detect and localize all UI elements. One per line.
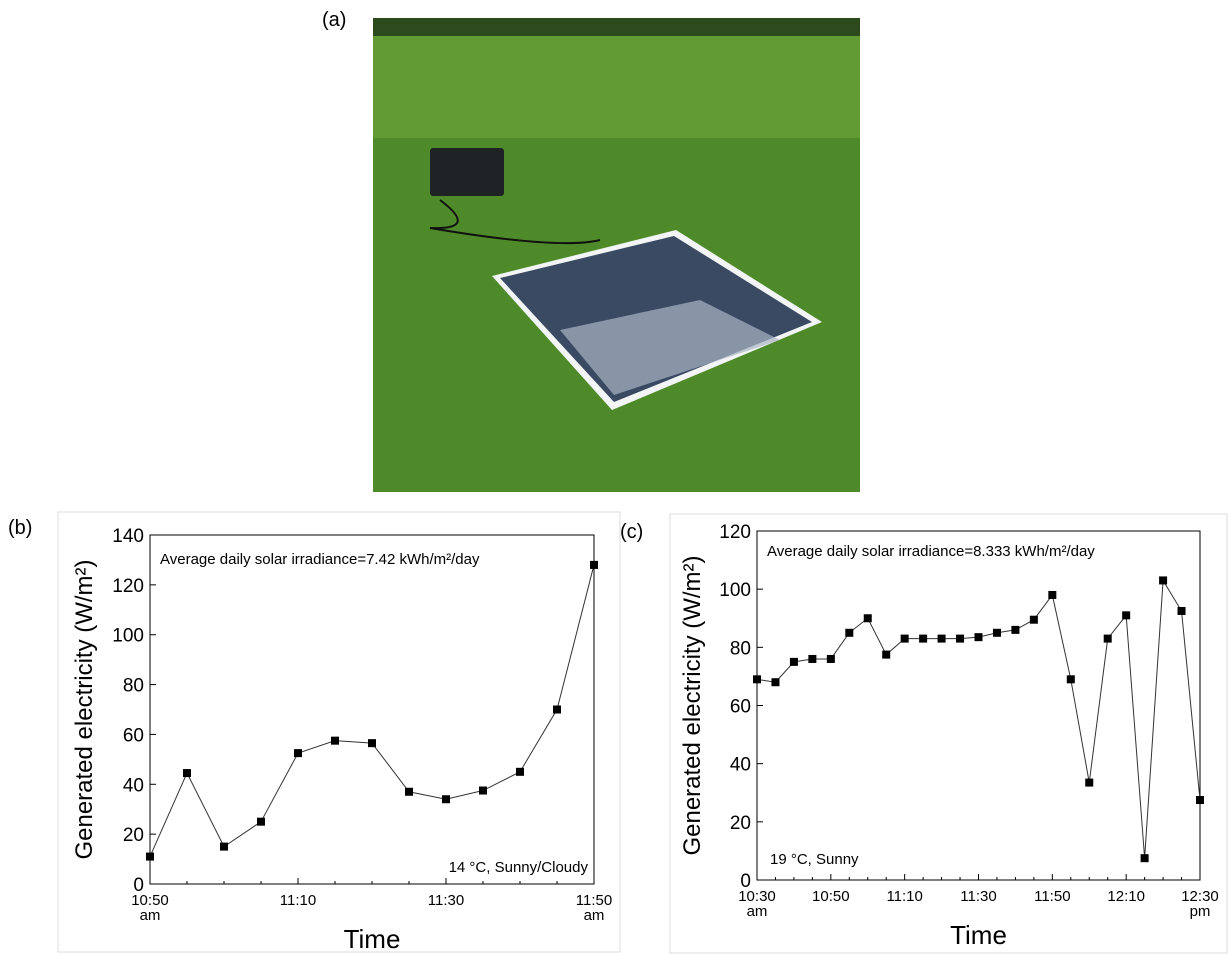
- data-point: [992, 628, 1001, 637]
- y-tick-label: 100: [112, 626, 144, 647]
- photo: [373, 18, 860, 492]
- data-point: [900, 634, 909, 643]
- y-tick-label: 60: [123, 725, 144, 746]
- data-point: [789, 657, 798, 666]
- x-tick-label: 10:30 am: [738, 888, 776, 920]
- data-point: [863, 614, 872, 623]
- data-point: [1066, 675, 1075, 684]
- x-tick-label: 11:30: [960, 888, 996, 905]
- annotation: 14 °C, Sunny/Cloudy: [449, 859, 589, 876]
- data-point: [146, 852, 154, 861]
- data-point: [1103, 634, 1112, 643]
- annotation: 19 °C, Sunny: [770, 851, 859, 868]
- data-point: [553, 705, 561, 714]
- y-tick-label: 120: [719, 522, 751, 543]
- y-tick-label: 40: [123, 775, 144, 796]
- data-point: [882, 650, 891, 659]
- y-tick-label: 0: [133, 875, 144, 896]
- data-point: [331, 736, 339, 745]
- data-point: [516, 767, 524, 776]
- data-point: [1196, 796, 1204, 805]
- data-line: [756, 578, 1201, 859]
- data-point: [294, 749, 302, 758]
- data-point: [257, 817, 265, 826]
- data-point: [771, 678, 780, 687]
- data-point: [1011, 625, 1020, 634]
- x-axis-label: Time: [344, 924, 401, 954]
- data-point: [808, 654, 817, 663]
- annotation: Average daily solar irradiance=7.42 kWh/…: [160, 551, 480, 568]
- y-tick-label: 140: [112, 526, 144, 547]
- data-point: [405, 787, 413, 796]
- data-point: [1159, 576, 1168, 585]
- x-tick-label: 10:50 am: [131, 892, 169, 924]
- data-point: [919, 634, 928, 643]
- panel-label: (a): [322, 9, 346, 31]
- y-axis-label: Generated electricity (W/m²): [71, 559, 98, 859]
- data-point: [442, 795, 450, 804]
- data-point: [974, 633, 983, 642]
- y-tick-label: 40: [730, 755, 751, 776]
- data-point: [479, 786, 487, 795]
- data-point: [1122, 611, 1131, 620]
- x-tick-label: 12:30 pm: [1181, 888, 1219, 920]
- data-point: [1177, 606, 1186, 615]
- data-point: [753, 675, 761, 684]
- x-tick-label: 11:50 am: [576, 892, 612, 924]
- data-point: [368, 739, 376, 748]
- data-line: [149, 564, 595, 857]
- panel-label: (c): [620, 521, 643, 543]
- x-tick-label: 12:10: [1107, 888, 1145, 905]
- data-point: [183, 769, 191, 778]
- y-axis-label: Generated electricity (W/m²): [679, 555, 706, 855]
- data-point: [937, 634, 946, 643]
- annotation: Average daily solar irradiance=8.333 kWh…: [767, 543, 1095, 560]
- y-tick-label: 60: [730, 697, 751, 718]
- y-tick-label: 80: [123, 676, 144, 697]
- data-point: [826, 654, 835, 663]
- data-point: [845, 628, 854, 637]
- y-tick-label: 80: [730, 638, 751, 659]
- y-tick-label: 0: [740, 871, 751, 892]
- x-tick-label: 11:50: [1034, 888, 1070, 905]
- plot-area: [756, 530, 1201, 881]
- data-point: [1029, 615, 1038, 624]
- x-tick-label: 11:10: [280, 892, 316, 909]
- x-tick-label: 11:30: [428, 892, 464, 909]
- y-tick-label: 20: [123, 825, 144, 846]
- y-tick-label: 20: [730, 813, 751, 834]
- data-point: [1048, 590, 1057, 599]
- y-tick-label: 100: [719, 580, 751, 601]
- x-tick-label: 11:10: [886, 888, 922, 905]
- y-tick-label: 120: [112, 576, 144, 597]
- panel-label: (b): [8, 517, 32, 539]
- x-axis-label: Time: [950, 920, 1007, 950]
- data-point: [220, 842, 228, 851]
- chart-frame: [57, 511, 621, 953]
- data-point: [1140, 854, 1149, 863]
- chart-frame: [669, 513, 1228, 954]
- x-tick-label: 10:50: [812, 888, 850, 905]
- data-point: [1085, 778, 1094, 787]
- data-point: [956, 634, 965, 643]
- data-point: [590, 560, 598, 569]
